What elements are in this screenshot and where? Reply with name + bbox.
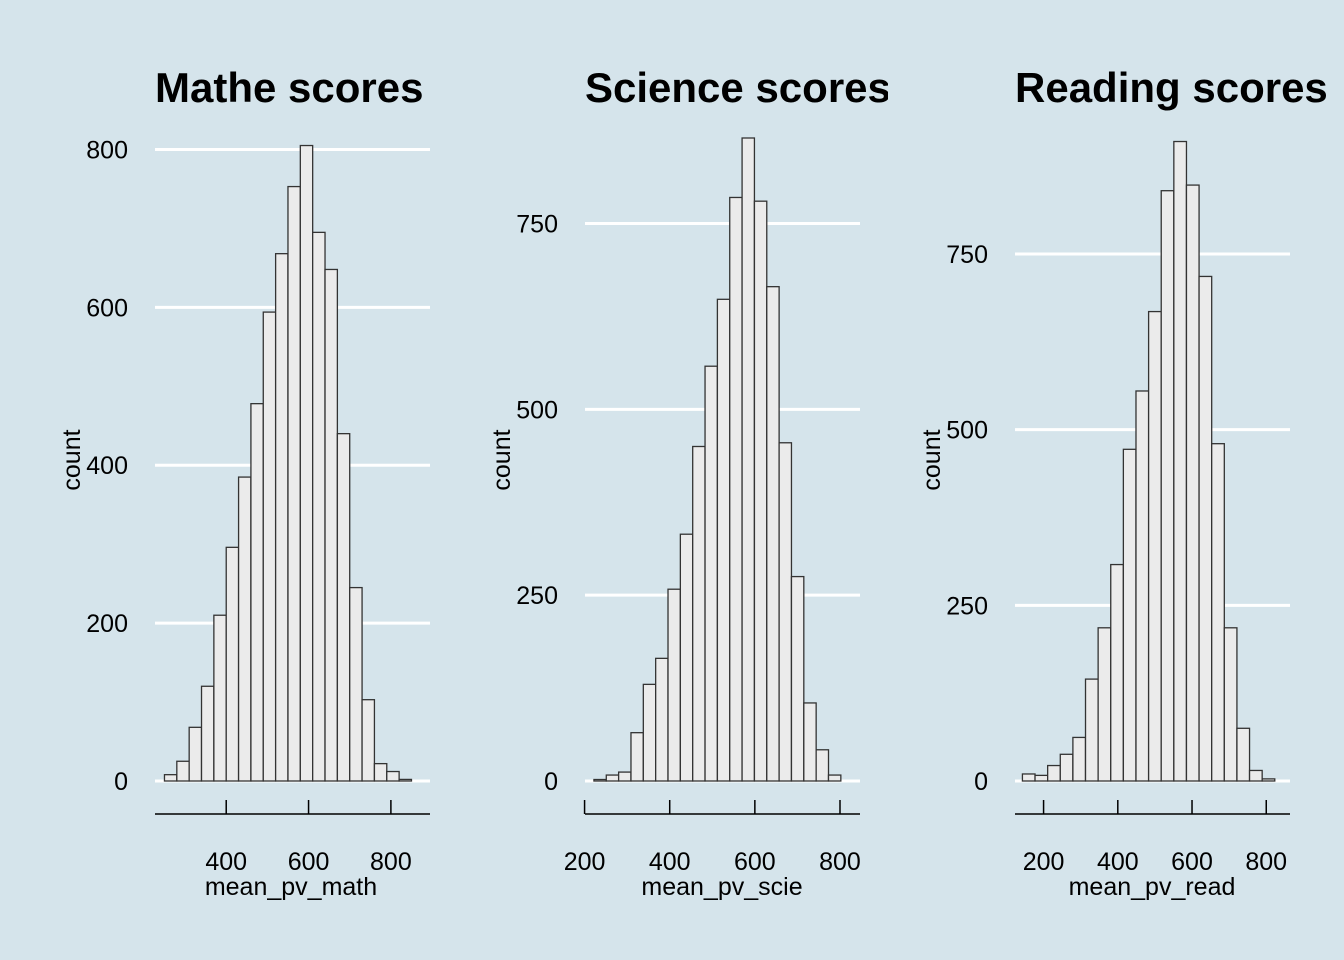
x-tick-label: 600 bbox=[1171, 848, 1213, 876]
histogram-bar bbox=[1110, 563, 1125, 782]
histogram-bar bbox=[1034, 774, 1049, 782]
x-tick-label: 800 bbox=[1245, 848, 1287, 876]
histogram-bar bbox=[262, 311, 277, 782]
histogram-bar bbox=[1147, 310, 1162, 782]
y-axis-label: count bbox=[918, 429, 946, 490]
chart-title: Mathe scores bbox=[155, 64, 423, 111]
histogram-bar bbox=[398, 778, 413, 782]
histogram-bar bbox=[225, 546, 240, 782]
histogram-bar bbox=[1236, 727, 1251, 782]
x-tick-label: 800 bbox=[819, 848, 861, 876]
y-tick-label: 800 bbox=[86, 136, 128, 164]
histogram-bar bbox=[827, 774, 842, 782]
x-tick-label: 800 bbox=[370, 848, 412, 876]
y-axis-label: count bbox=[488, 429, 516, 490]
histogram-bar bbox=[200, 685, 215, 782]
x-tick-label: 400 bbox=[649, 848, 691, 876]
x-axis-label: mean_pv_scie bbox=[641, 873, 802, 901]
histogram-bar bbox=[716, 298, 731, 782]
histogram-bar bbox=[1198, 275, 1213, 782]
x-tick-label: 600 bbox=[734, 848, 776, 876]
y-tick-label: 400 bbox=[86, 452, 128, 480]
y-tick-label: 750 bbox=[516, 210, 558, 238]
y-tick-label: 0 bbox=[974, 768, 988, 796]
x-tick-label: 400 bbox=[1097, 848, 1139, 876]
histogram-bar bbox=[213, 614, 227, 782]
histogram-bar bbox=[729, 196, 743, 782]
histogram-bar bbox=[790, 575, 805, 782]
chart-title: Science scores bbox=[585, 64, 891, 111]
histogram-bar bbox=[667, 588, 682, 782]
histogram-bar bbox=[176, 760, 190, 782]
histogram-bar bbox=[617, 771, 632, 782]
histogram-bar bbox=[1122, 448, 1137, 782]
histogram-bar bbox=[1223, 627, 1238, 782]
histogram-bar bbox=[1059, 753, 1074, 782]
histogram-bar bbox=[605, 774, 620, 782]
histogram-bar bbox=[630, 732, 644, 782]
histogram-bar bbox=[1047, 764, 1061, 782]
y-tick-label: 0 bbox=[544, 768, 558, 796]
histogram-bar bbox=[1173, 140, 1188, 782]
y-tick-label: 750 bbox=[946, 241, 988, 269]
chart-title: Reading scores bbox=[1015, 64, 1328, 111]
histogram-bar bbox=[593, 778, 607, 782]
histogram-bar bbox=[692, 445, 706, 782]
histogram-bar bbox=[373, 762, 388, 782]
histogram-bar bbox=[349, 586, 363, 782]
y-tick-label: 500 bbox=[946, 417, 988, 445]
histogram-bar bbox=[815, 749, 830, 782]
histogram-bar bbox=[1072, 736, 1087, 782]
histogram-bar bbox=[287, 185, 301, 782]
histogram-bar bbox=[753, 200, 768, 782]
y-tick-label: 600 bbox=[86, 294, 128, 322]
histogram-bar bbox=[188, 726, 203, 782]
histogram-bar bbox=[237, 476, 252, 782]
histogram-bar bbox=[1135, 390, 1150, 782]
histogram-bar bbox=[274, 253, 289, 782]
x-axis-label: mean_pv_math bbox=[205, 873, 377, 901]
histogram-bar bbox=[163, 774, 178, 782]
x-tick-label: 200 bbox=[564, 848, 606, 876]
histogram-bar bbox=[1160, 190, 1175, 782]
histogram-bar bbox=[299, 144, 314, 782]
histogram-bar bbox=[778, 442, 793, 782]
x-tick-label: 200 bbox=[1023, 848, 1065, 876]
x-tick-label: 600 bbox=[288, 848, 330, 876]
y-axis-label: count bbox=[58, 429, 86, 490]
histogram-bar bbox=[1084, 678, 1099, 782]
x-tick-label: 400 bbox=[205, 848, 247, 876]
histogram-bar bbox=[1248, 769, 1263, 782]
histogram-bar bbox=[642, 683, 657, 782]
y-tick-label: 500 bbox=[516, 396, 558, 424]
histogram-bar bbox=[361, 699, 376, 782]
histogram-bar bbox=[324, 268, 339, 782]
x-axis-label: mean_pv_read bbox=[1069, 873, 1236, 901]
histogram-bar bbox=[1261, 778, 1276, 782]
y-tick-label: 0 bbox=[114, 768, 128, 796]
histogram-bar bbox=[250, 403, 264, 782]
histogram-bar bbox=[655, 657, 669, 782]
chart-panel-3: 0 250 500 750 200 400 600 800 mean_pv_read count R… bbox=[918, 64, 1328, 901]
histogram-bar bbox=[766, 286, 780, 782]
chart-panel-2: 0 250 500 750 200 400 600 800 mean_pv_scie count S… bbox=[488, 64, 891, 901]
histogram-bar bbox=[1097, 627, 1112, 782]
histogram-bar bbox=[312, 231, 326, 782]
histogram-bar bbox=[1185, 184, 1200, 782]
y-tick-label: 250 bbox=[946, 592, 988, 620]
histogram-bar bbox=[704, 365, 719, 782]
histogram-bar bbox=[679, 533, 694, 782]
histogram-bar bbox=[1021, 773, 1036, 782]
histogram-bar bbox=[741, 137, 756, 782]
histogram-bar bbox=[336, 433, 351, 782]
histogram-bar bbox=[803, 702, 817, 782]
histogram-bar bbox=[1211, 443, 1225, 782]
y-tick-label: 250 bbox=[516, 582, 558, 610]
y-tick-label: 200 bbox=[86, 610, 128, 638]
histogram-bar bbox=[386, 770, 400, 782]
